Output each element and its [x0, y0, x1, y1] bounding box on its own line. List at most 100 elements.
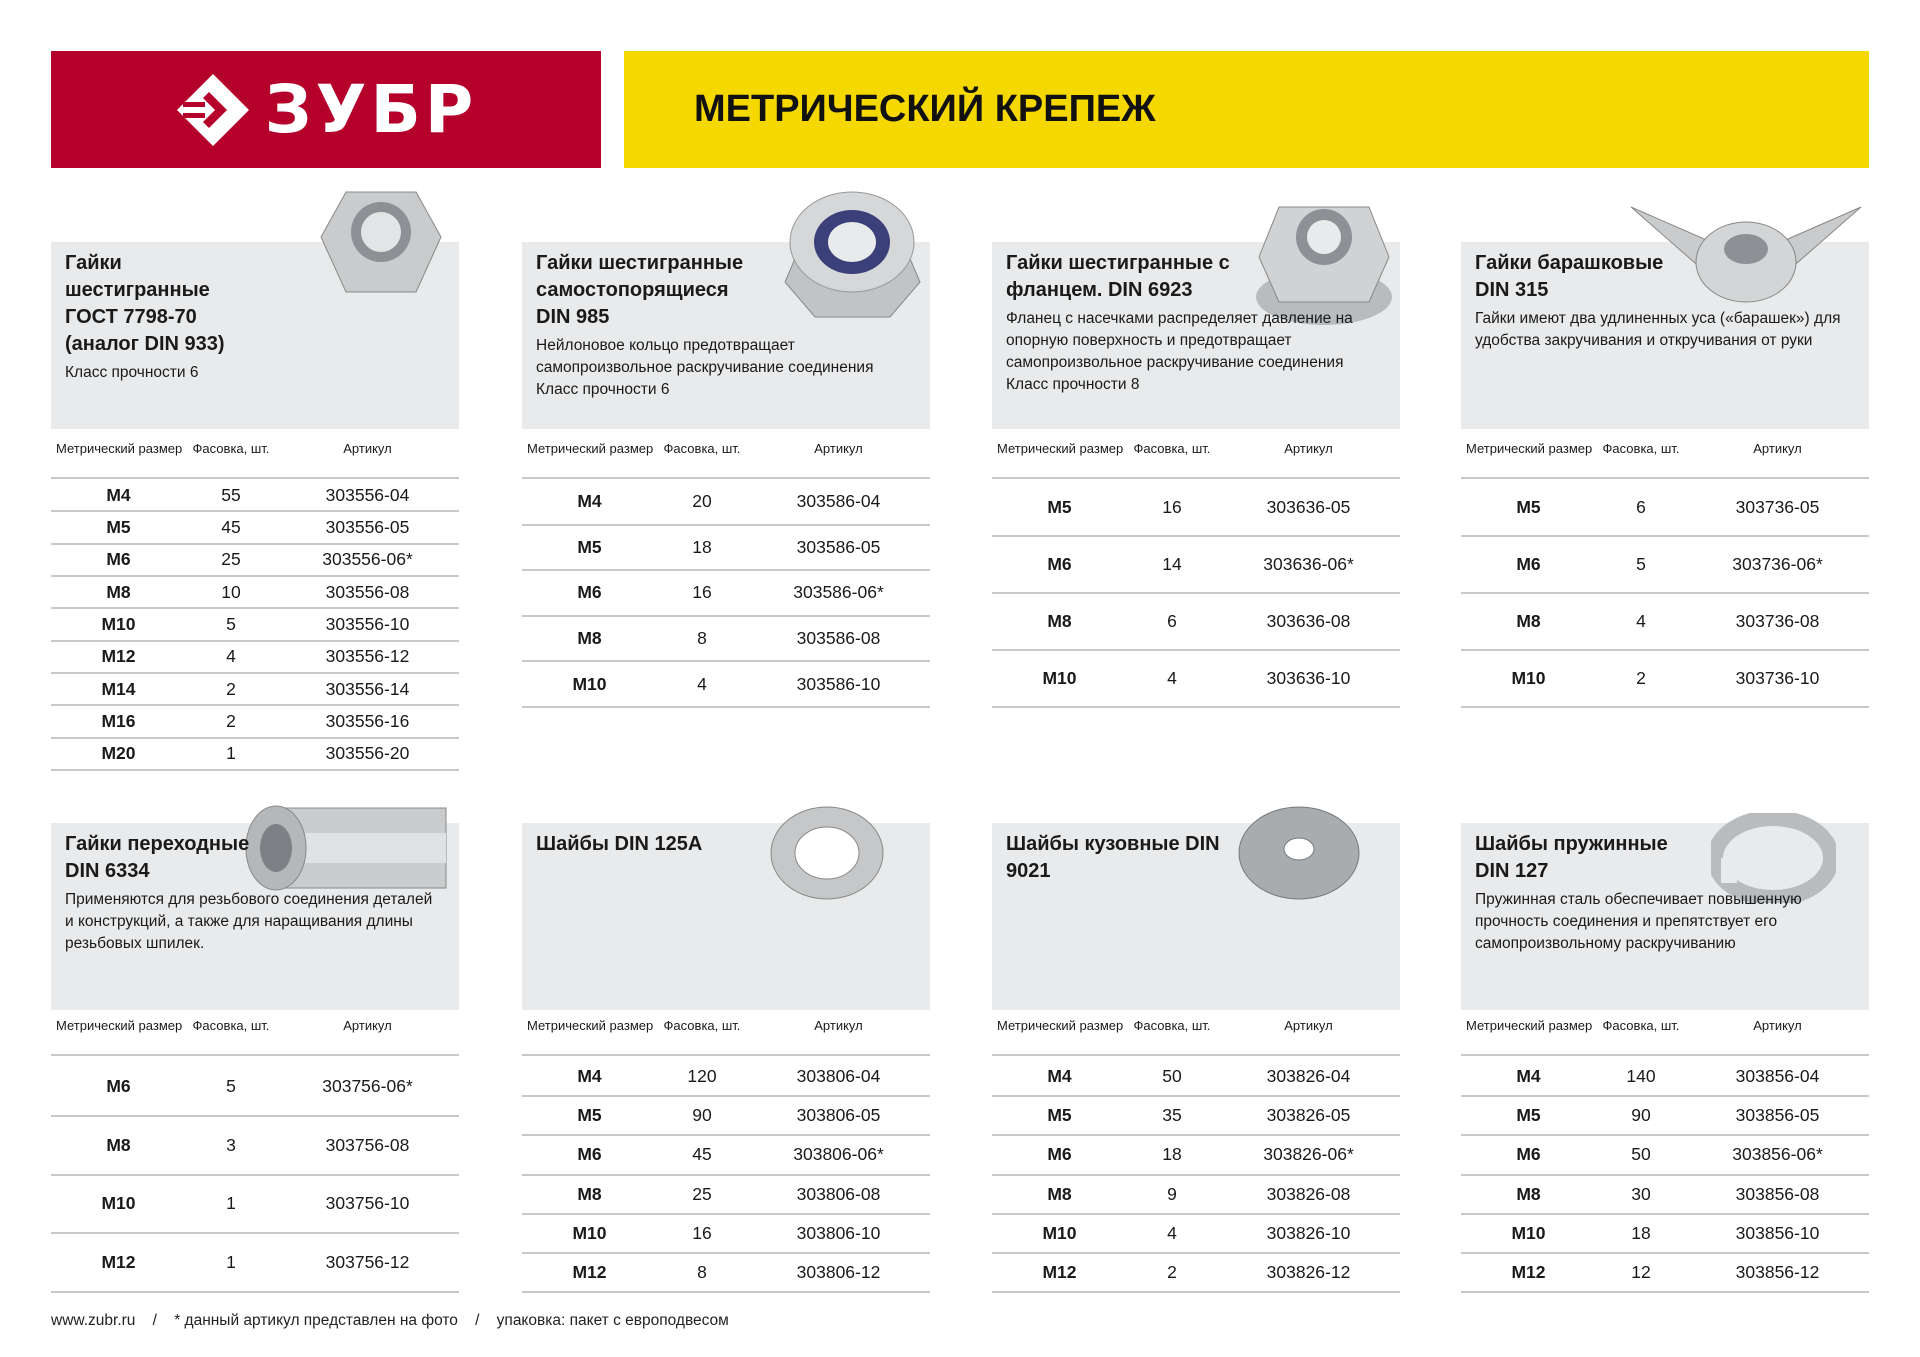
- cell-pack: 1: [226, 1252, 236, 1273]
- product-title: Гайки переходные DIN 6334: [65, 833, 250, 882]
- cell-pack: 16: [1162, 497, 1182, 517]
- col-size-header: Метрический размер: [997, 1018, 1124, 1033]
- table-row: M5 90 303806-05: [522, 1097, 930, 1137]
- cell-size: M14: [101, 678, 136, 699]
- cell-pack: 18: [692, 536, 712, 557]
- col-article-header: Артикул: [1284, 1018, 1333, 1033]
- cell-pack: 8: [697, 628, 707, 649]
- table-row: M5 90 303856-05: [1461, 1097, 1869, 1137]
- cell-article: 303636-10: [1266, 668, 1351, 688]
- cell-size: M6: [577, 1144, 602, 1165]
- cell-pack: 50: [1162, 1066, 1182, 1087]
- cell-pack: 18: [1162, 1144, 1182, 1165]
- col-article-header: Артикул: [343, 1018, 392, 1033]
- cell-pack: 25: [692, 1183, 712, 1204]
- cell-pack: 140: [1626, 1066, 1656, 1087]
- cell-size: M6: [106, 549, 131, 570]
- col-article-header: Артикул: [814, 441, 863, 456]
- cell-size: M5: [1516, 1105, 1541, 1126]
- cell-pack: 50: [1631, 1144, 1651, 1165]
- cell-size: M5: [1047, 1105, 1072, 1126]
- table-row: M6 16 303586-06*: [522, 571, 930, 617]
- cell-pack: 10: [221, 581, 241, 602]
- table-header: Метрический размер Фасовка, шт. Артикул: [1461, 441, 1869, 479]
- cell-size: M8: [1516, 1183, 1541, 1204]
- footer-packaging: упаковка: пакет с европодвесом: [496, 1312, 729, 1329]
- table-row: M20 1 303556-20: [51, 739, 459, 771]
- cell-article: 303806-12: [796, 1261, 881, 1282]
- cell-size: M16: [101, 710, 136, 731]
- cell-article: 303556-12: [325, 646, 410, 667]
- cell-size: M4: [577, 491, 602, 512]
- table-row: M5 35 303826-05: [992, 1097, 1400, 1137]
- table-header: Метрический размер Фасовка, шт. Артикул: [992, 1018, 1400, 1056]
- cell-article: 303556-16: [325, 710, 410, 731]
- col-pack-header: Фасовка, шт.: [1133, 441, 1211, 456]
- product-table: M5 6 303736-05 M6 5 303736-06* M8 4 3037…: [1461, 480, 1869, 708]
- cell-size: M5: [577, 1105, 602, 1126]
- cell-article: 303806-06*: [793, 1144, 884, 1165]
- cell-size: M6: [106, 1075, 131, 1096]
- product-table: M4 55 303556-04 M5 45 303556-05 M6 25 30…: [51, 480, 459, 771]
- footer-site-link[interactable]: www.zubr.ru: [51, 1312, 136, 1329]
- cell-article: 303826-06*: [1263, 1144, 1354, 1165]
- table-header: Метрический размер Фасовка, шт. Артикул: [51, 441, 459, 479]
- table-header: Метрический размер Фасовка, шт. Артикул: [992, 441, 1400, 479]
- cell-size: M6: [1047, 1144, 1072, 1165]
- product-description: Фланец с насечками распределяет давление…: [1006, 310, 1353, 393]
- nylon-lock-nut-icon: [780, 187, 925, 327]
- brand-banner: ЗУБР: [51, 51, 601, 168]
- cell-size: M20: [101, 743, 136, 764]
- product-title: Гайки барашковые DIN 315: [1475, 252, 1664, 301]
- cell-article: 303556-14: [325, 678, 410, 699]
- col-article-header: Артикул: [1284, 441, 1333, 456]
- cell-size: M4: [577, 1066, 602, 1087]
- cell-article: 303556-08: [325, 581, 410, 602]
- cell-pack: 1: [226, 1193, 236, 1214]
- cell-size: M12: [1511, 1261, 1546, 1282]
- table-row: M5 16 303636-05: [992, 480, 1400, 537]
- product-table: M4 20 303586-04 M5 18 303586-05 M6 16 30…: [522, 480, 930, 708]
- cell-article: 303826-04: [1266, 1066, 1351, 1087]
- col-size-header: Метрический размер: [997, 441, 1124, 456]
- flat-washer-icon: [767, 803, 887, 908]
- col-size-header: Метрический размер: [527, 1018, 654, 1033]
- table-row: M12 2 303826-12: [992, 1254, 1400, 1294]
- table-row: M4 20 303586-04: [522, 480, 930, 526]
- table-row: M6 5 303736-06*: [1461, 537, 1869, 594]
- table-row: M6 14 303636-06*: [992, 537, 1400, 594]
- cell-size: M12: [101, 646, 136, 667]
- cell-pack: 30: [1631, 1183, 1651, 1204]
- cell-article: 303556-06*: [322, 549, 413, 570]
- cell-article: 303826-08: [1266, 1183, 1351, 1204]
- zubr-logo-icon: [176, 73, 249, 146]
- col-article-header: Артикул: [1753, 1018, 1802, 1033]
- cell-pack: 45: [221, 516, 241, 537]
- footer-note: * данный артикул представлен на фото: [174, 1312, 458, 1329]
- cell-article: 303826-12: [1266, 1261, 1351, 1282]
- cell-article: 303756-12: [325, 1252, 410, 1273]
- cell-pack: 90: [1631, 1105, 1651, 1126]
- product-info-panel: Шайбы пружинные DIN 127 Пружинная сталь …: [1461, 810, 1869, 1010]
- cell-article: 303736-05: [1735, 497, 1820, 517]
- cell-size: M8: [1516, 611, 1541, 631]
- cell-size: M6: [1516, 1144, 1541, 1165]
- cell-pack: 2: [1167, 1261, 1177, 1282]
- col-size-header: Метрический размер: [56, 1018, 183, 1033]
- cell-article: 303736-08: [1735, 611, 1820, 631]
- cell-pack: 3: [226, 1134, 236, 1155]
- table-row: M12 12 303856-12: [1461, 1254, 1869, 1294]
- cell-article: 303856-04: [1735, 1066, 1820, 1087]
- col-pack-header: Фасовка, шт.: [192, 441, 270, 456]
- cell-size: M10: [101, 613, 136, 634]
- cell-size: M6: [1516, 554, 1541, 574]
- cell-pack: 5: [226, 613, 236, 634]
- cell-size: M12: [101, 1252, 136, 1273]
- table-row: M8 10 303556-08: [51, 577, 459, 610]
- table-row: M5 45 303556-05: [51, 512, 459, 545]
- cell-pack: 20: [692, 491, 712, 512]
- product-title: Шайбы кузовные DIN 9021: [1006, 833, 1220, 882]
- product-info-panel: Гайки шестигранные ГОСТ 7798-70 (аналог …: [51, 191, 459, 429]
- wing-nut-icon: [1621, 187, 1871, 312]
- cell-size: M4: [106, 484, 131, 505]
